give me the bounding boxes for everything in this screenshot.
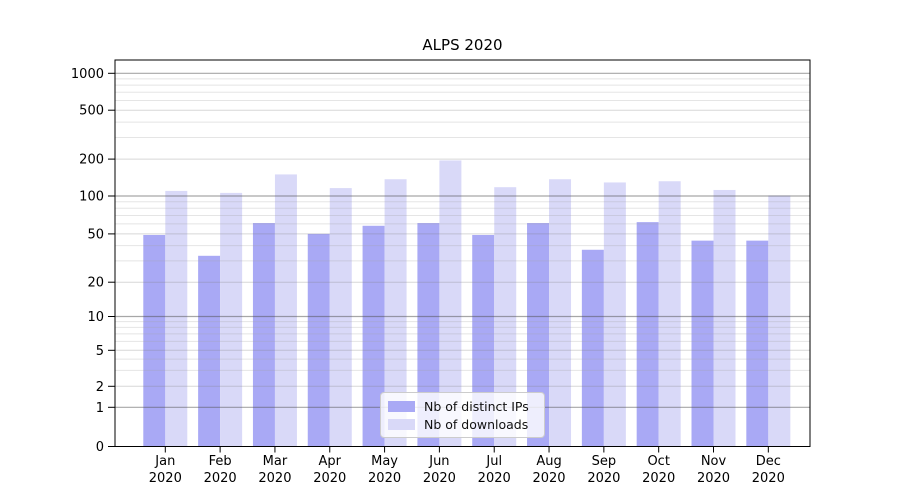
bar-nb-of-downloads-mar xyxy=(274,174,297,447)
bar-nb-of-distinct-ips-jan xyxy=(143,234,166,447)
y-tick-label: 0 xyxy=(96,440,104,455)
bar-nb-of-downloads-aug xyxy=(549,179,572,447)
y-tick-label: 10 xyxy=(87,310,104,325)
bar-nb-of-downloads-dec xyxy=(768,195,791,447)
x-tick-label-month: May xyxy=(371,454,398,469)
legend-swatch-distinct-ips xyxy=(388,400,415,412)
bar-nb-of-distinct-ips-oct xyxy=(636,222,659,447)
x-tick-label-year: 2020 xyxy=(532,471,565,486)
x-tick-label-year: 2020 xyxy=(258,471,291,486)
bar-nb-of-downloads-may xyxy=(384,179,407,447)
x-tick-label-year: 2020 xyxy=(478,471,511,486)
x-tick-label-year: 2020 xyxy=(752,471,785,486)
y-tick-label: 1 xyxy=(96,401,104,416)
bar-nb-of-distinct-ips-aug xyxy=(527,223,550,447)
y-tick-label: 100 xyxy=(79,190,104,205)
bar-nb-of-distinct-ips-sep xyxy=(581,249,604,447)
bar-nb-of-distinct-ips-jun xyxy=(417,223,440,447)
y-tick-label: 200 xyxy=(79,153,104,168)
legend-item-distinct-ips: Nb of distinct IPs xyxy=(388,398,536,414)
bar-nb-of-distinct-ips-nov xyxy=(691,240,714,447)
x-tick-label-year: 2020 xyxy=(149,471,182,486)
x-tick-label-year: 2020 xyxy=(423,471,456,486)
x-tick-label-month: Oct xyxy=(647,454,669,469)
legend-label-downloads: Nb of downloads xyxy=(424,416,529,432)
legend-item-downloads: Nb of downloads xyxy=(388,416,536,432)
bar-nb-of-downloads-feb xyxy=(220,192,243,447)
plot-frame xyxy=(114,59,811,447)
x-tick-label-year: 2020 xyxy=(587,471,620,486)
chart-title: ALPS 2020 xyxy=(422,36,503,54)
y-tick-label: 1000 xyxy=(71,67,104,82)
y-tick-label: 50 xyxy=(87,227,104,242)
bar-nb-of-downloads-oct xyxy=(658,181,681,447)
bar-nb-of-distinct-ips-may xyxy=(362,225,385,447)
bar-nb-of-distinct-ips-dec xyxy=(746,240,769,447)
x-tick-label-year: 2020 xyxy=(697,471,730,486)
x-tick-label-month: Nov xyxy=(701,454,727,469)
x-tick-label-year: 2020 xyxy=(313,471,346,486)
x-tick-label-year: 2020 xyxy=(642,471,675,486)
x-tick-label-month: Jun xyxy=(428,454,449,469)
bar-nb-of-downloads-jun xyxy=(439,160,462,447)
x-tick-label-month: Sep xyxy=(592,454,617,469)
x-tick-label-year: 2020 xyxy=(368,471,401,486)
bar-nb-of-distinct-ips-mar xyxy=(252,223,275,447)
bar-nb-of-downloads-sep xyxy=(603,182,626,447)
x-tick-label-month: Aug xyxy=(536,454,561,469)
y-tick-label: 500 xyxy=(79,104,104,119)
y-tick-label: 5 xyxy=(96,344,104,359)
bar-nb-of-distinct-ips-feb xyxy=(198,255,221,447)
x-tick-label-month: Dec xyxy=(756,454,781,469)
x-tick-label-month: Apr xyxy=(319,454,342,469)
x-tick-label-month: Feb xyxy=(209,454,232,469)
y-tick-label: 20 xyxy=(87,276,104,291)
legend-swatch-downloads xyxy=(388,418,415,430)
legend: Nb of distinct IPs Nb of downloads xyxy=(380,392,545,438)
x-tick-label-year: 2020 xyxy=(204,471,237,486)
bar-nb-of-downloads-apr xyxy=(329,188,352,447)
bar-nb-of-downloads-nov xyxy=(713,189,736,447)
x-tick-label-month: Jan xyxy=(154,454,175,469)
x-tick-label-month: Mar xyxy=(263,454,288,469)
legend-label-distinct-ips: Nb of distinct IPs xyxy=(424,398,529,414)
y-tick-label: 2 xyxy=(96,380,104,395)
bar-nb-of-distinct-ips-apr xyxy=(307,233,330,447)
x-tick-label-month: Jul xyxy=(485,454,502,469)
bar-nb-of-downloads-jan xyxy=(165,190,188,447)
